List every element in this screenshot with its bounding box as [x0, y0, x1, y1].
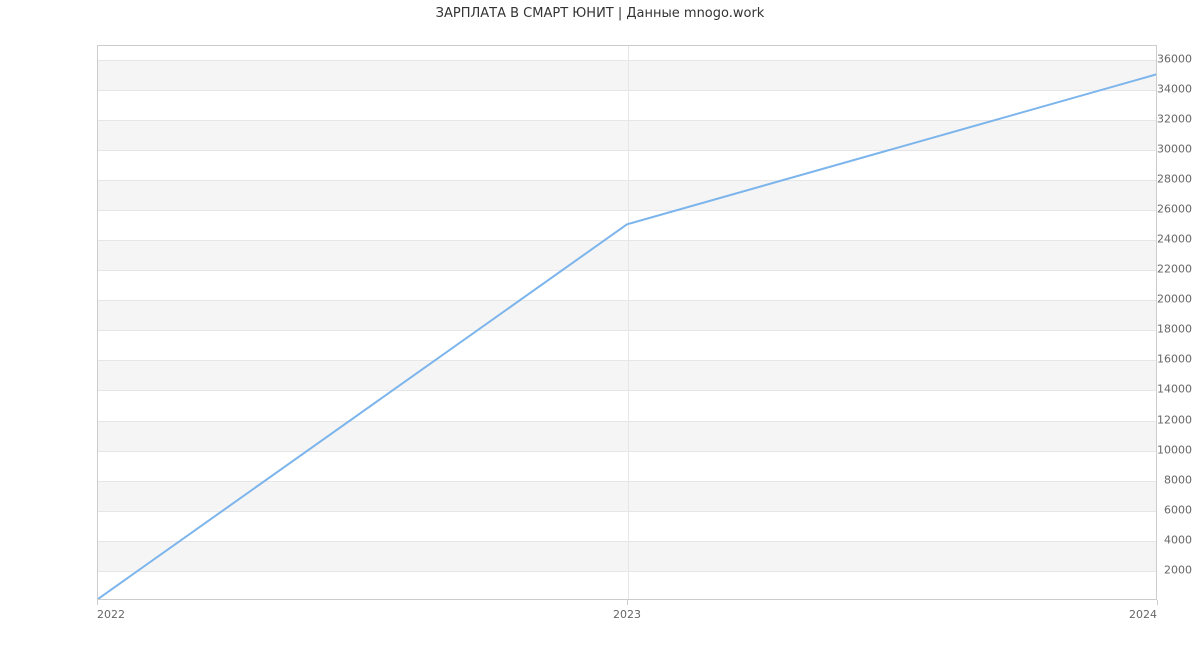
salary-line-chart: ЗАРПЛАТА В СМАРТ ЮНИТ | Данные mnogo.wor… — [0, 0, 1200, 650]
chart-line-layer — [98, 46, 1156, 599]
x-axis-tick-label: 2023 — [613, 608, 641, 621]
series-line-salary — [98, 74, 1156, 599]
chart-title: ЗАРПЛАТА В СМАРТ ЮНИТ | Данные mnogo.wor… — [0, 6, 1200, 21]
plot-area — [97, 45, 1157, 600]
x-axis-tick-label: 2024 — [1129, 608, 1157, 621]
x-axis-tick-label: 2022 — [97, 608, 125, 621]
